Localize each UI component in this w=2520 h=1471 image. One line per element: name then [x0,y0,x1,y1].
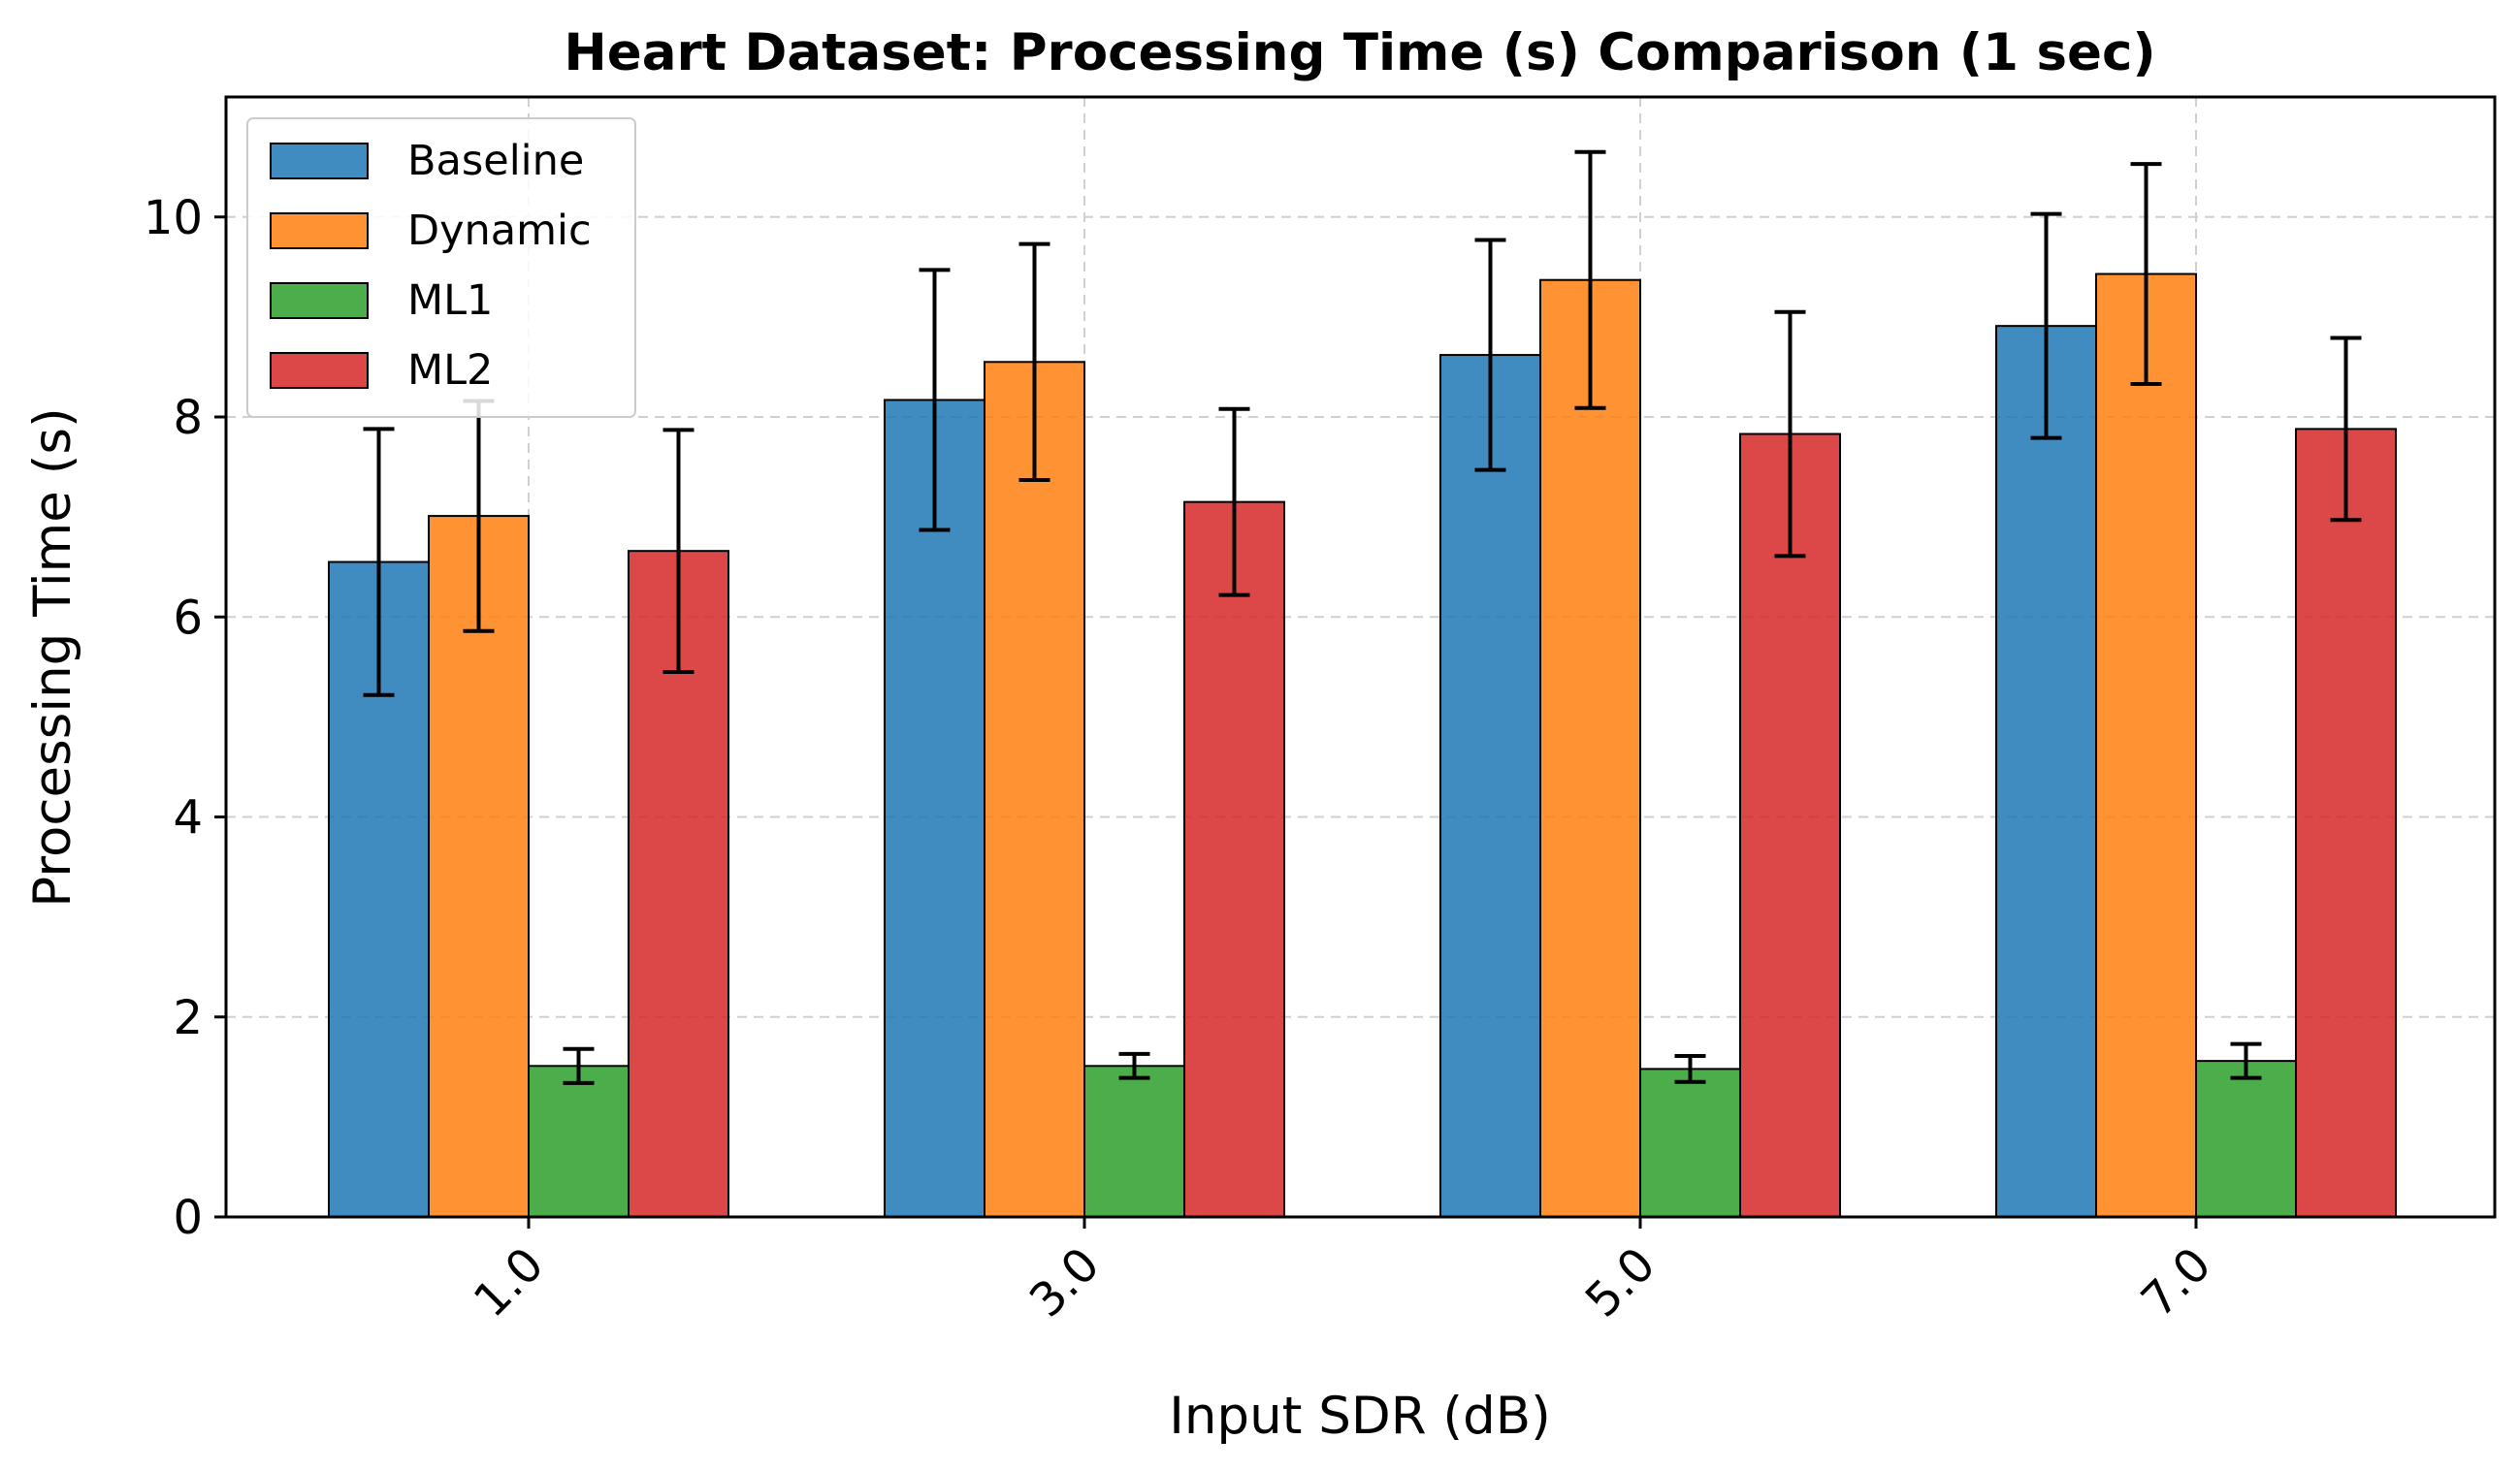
bar [1439,354,1541,1218]
x-tick-label: 7.0 [2131,1237,2222,1328]
x-tick-label: 1.0 [464,1237,555,1328]
bar [2195,1060,2297,1218]
bar [528,1065,630,1218]
bar [1639,1068,1741,1218]
error-bars [363,149,2362,1085]
bar [984,361,1085,1218]
legend-box [246,117,636,418]
legend-swatch [270,143,369,179]
x-tick-label: 5.0 [1575,1237,1666,1328]
bar [1539,278,1641,1218]
x-axis-label: Input SDR (dB) [1169,1387,1551,1446]
y-tick-label: 0 [173,1191,203,1245]
x-tick-label: 3.0 [1019,1237,1111,1328]
y-tick-label: 8 [173,391,203,445]
bar [1995,325,2097,1218]
legend-swatch [270,282,369,319]
legend-swatch [270,352,369,389]
legend-label: ML2 [407,346,493,395]
y-tick-label: 10 [144,191,203,245]
chart-title: Heart Dataset: Processing Time (s) Compa… [564,23,2155,82]
bar [2095,272,2197,1218]
y-axis-label: Processing Time (s) [23,407,82,907]
bar [1183,500,1285,1218]
legend-swatch [270,212,369,249]
bar [884,399,985,1218]
bars [328,272,2397,1218]
legend-label: Baseline [407,137,584,185]
bar [1083,1065,1185,1218]
legend: Baseline Dynamic ML1 ML2 [246,117,636,418]
bar [2295,428,2397,1218]
legend-label: Dynamic [407,207,592,255]
legend-label: ML1 [407,276,493,325]
y-tick-label: 4 [173,791,203,846]
y-tick-label: 2 [173,991,203,1045]
y-tick-label: 6 [173,591,203,645]
plot-frame [224,95,2497,1219]
